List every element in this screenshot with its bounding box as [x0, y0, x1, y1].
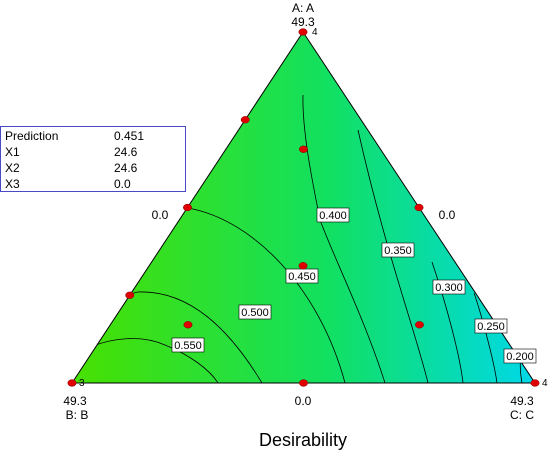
design-point: [183, 321, 193, 329]
contour-line: [357, 129, 429, 383]
design-point: [299, 379, 308, 387]
x2-value: 24.6: [114, 161, 138, 175]
design-point: [125, 291, 135, 299]
contour-label: 0.300: [432, 279, 466, 295]
design-point: [414, 203, 424, 212]
contour-label: 0.200: [503, 348, 537, 364]
x2-label: X2: [5, 161, 20, 175]
design-point: [530, 379, 540, 387]
vertex-top-point-label: 4: [312, 27, 318, 38]
svg-text:0.350: 0.350: [384, 245, 412, 257]
svg-text:0.300: 0.300: [435, 282, 463, 294]
vertex-right-point-label: 4: [542, 378, 548, 389]
design-point: [67, 379, 77, 387]
contour-label: 0.350: [381, 242, 415, 258]
chart-title: Desirability: [259, 430, 347, 450]
bottom-edge-tick: 0.0: [295, 394, 312, 408]
contour-label: 0.250: [474, 318, 508, 334]
x1-label: X1: [5, 145, 20, 159]
design-points: [67, 28, 540, 387]
x3-label: X3: [5, 177, 20, 191]
design-point: [240, 116, 250, 124]
prediction-value: 0.451: [114, 129, 145, 143]
right-edge-tick: 0.0: [439, 208, 456, 222]
x3-row: X3 0.0: [5, 177, 185, 192]
x1-value: 24.6: [114, 145, 138, 159]
svg-text:0.500: 0.500: [241, 307, 269, 319]
design-point: [298, 28, 308, 36]
contour-label: 0.400: [316, 207, 350, 223]
vertex-left-point-label: 3: [79, 378, 85, 389]
ternary-triangle: [71, 31, 536, 384]
svg-text:0.400: 0.400: [319, 210, 347, 222]
contour-label: 0.550: [171, 337, 205, 353]
left-edge-tick: 0.0: [152, 208, 169, 222]
vertex-left-name: B: B: [66, 408, 89, 422]
svg-text:0.200: 0.200: [506, 351, 534, 363]
contour-line: [473, 292, 498, 383]
svg-text:0.250: 0.250: [477, 321, 505, 333]
contour-labels: 0.200 0.250 0.300 0.350 0.400 0.450 0.500 0.550: [171, 207, 537, 364]
contour-label: 0.450: [285, 268, 319, 284]
x3-value: 0.0: [114, 177, 131, 191]
x1-row: X1 24.6: [5, 145, 185, 160]
svg-text:0.550: 0.550: [174, 340, 202, 352]
prediction-row: Prediction 0.451: [5, 129, 185, 144]
vertex-top-value: 49.3: [291, 15, 315, 29]
design-point: [298, 262, 308, 270]
prediction-box: Prediction 0.451 X1 24.6 X2 24.6 X3 0.0: [0, 126, 186, 192]
vertex-left-value: 49.3: [63, 394, 87, 408]
contour-line: [187, 207, 346, 383]
contour-label: 0.500: [238, 304, 272, 320]
vertex-right-name: C: C: [510, 408, 534, 422]
design-point: [415, 321, 424, 329]
design-point: [299, 145, 308, 153]
prediction-label: Prediction: [5, 129, 59, 143]
vertex-top-name: A: A: [292, 1, 314, 15]
svg-text:0.450: 0.450: [288, 271, 316, 283]
contour-line: [431, 261, 464, 383]
vertex-right-value: 49.3: [510, 394, 534, 408]
x2-row: X2 24.6: [5, 161, 185, 176]
design-point: [183, 203, 192, 212]
